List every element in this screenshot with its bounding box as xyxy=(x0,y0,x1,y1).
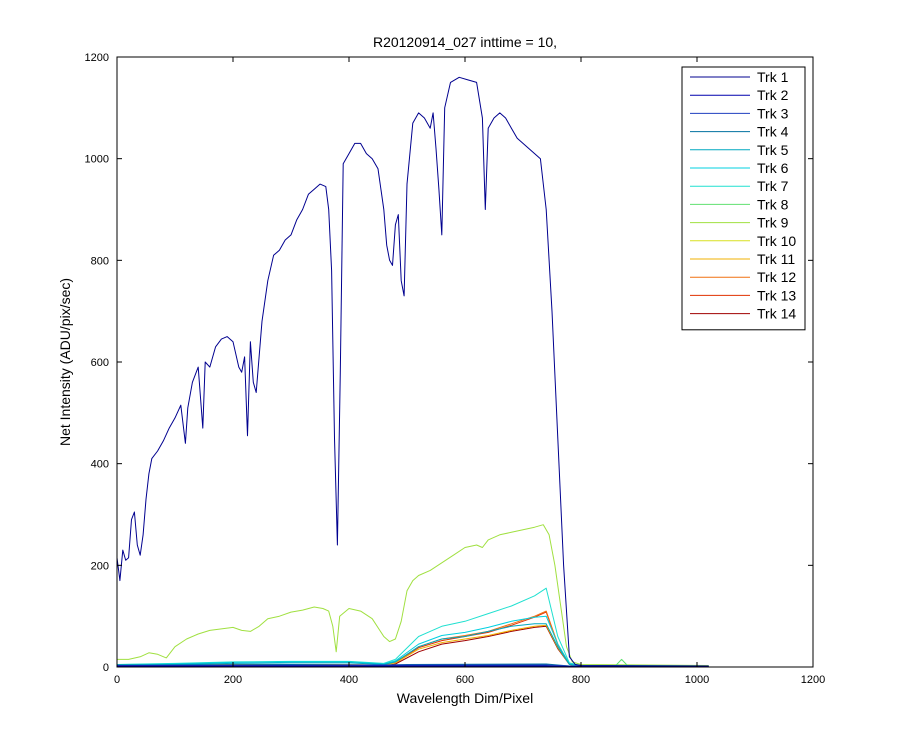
legend-label-trk-7: Trk 7 xyxy=(757,178,789,194)
legend-label-trk-4: Trk 4 xyxy=(757,124,789,140)
x-tick-label: 0 xyxy=(114,674,120,686)
legend-label-trk-13: Trk 13 xyxy=(757,287,796,303)
legend-label-trk-14: Trk 14 xyxy=(757,306,796,322)
legend-label-trk-5: Trk 5 xyxy=(757,142,789,158)
legend: Trk 1 Trk 2 Trk 3 Trk 4 Trk 5 Trk 6 Trk 7 Trk 8… xyxy=(681,66,806,331)
legend-label-trk-8: Trk 8 xyxy=(757,196,789,212)
series-line-trk-6 xyxy=(116,615,709,667)
legend-box xyxy=(681,66,806,331)
series-line-trk-9 xyxy=(117,524,709,666)
x-tick-label: 1000 xyxy=(685,674,709,686)
legend-label-trk-6: Trk 6 xyxy=(757,160,789,176)
x-tick-label: 200 xyxy=(224,674,242,686)
legend-label-trk-1: Trk 1 xyxy=(757,69,789,85)
y-tick-label: 1200 xyxy=(85,52,109,64)
series-line-trk-7 xyxy=(116,587,709,667)
ticks-layer: 0 200 400 600 800 1000 1200 0 200 400 600 800 1000 12… xyxy=(85,52,826,686)
x-tick-label: 600 xyxy=(456,674,474,686)
legend-label-trk-3: Trk 3 xyxy=(757,105,789,121)
y-tick-label: 1000 xyxy=(85,154,109,166)
y-axis-label: Net Intensity (ADU/pix/sec) xyxy=(57,278,73,446)
y-tick-label: 200 xyxy=(91,560,109,572)
series-line-trk-1 xyxy=(116,76,709,667)
y-tick-label: 600 xyxy=(91,357,109,369)
y-tick-label: 800 xyxy=(91,255,109,267)
legend-label-trk-10: Trk 10 xyxy=(757,233,796,249)
legend-label-trk-12: Trk 12 xyxy=(757,269,796,285)
legend-label-trk-2: Trk 2 xyxy=(757,87,789,103)
y-tick-label: 400 xyxy=(91,459,109,471)
series-line-trk-5 xyxy=(116,623,709,667)
x-tick-label: 800 xyxy=(572,674,590,686)
x-tick-label: 400 xyxy=(340,674,358,686)
chart-title: R20120914_027 inttime = 10, xyxy=(373,34,557,50)
x-tick-label: 1200 xyxy=(801,674,825,686)
legend-label-trk-9: Trk 9 xyxy=(757,215,789,231)
x-axis-label: Wavelength Dim/Pixel xyxy=(397,690,533,706)
series-layer xyxy=(116,76,709,667)
legend-label-trk-11: Trk 11 xyxy=(757,251,795,267)
y-tick-label: 0 xyxy=(103,662,109,674)
